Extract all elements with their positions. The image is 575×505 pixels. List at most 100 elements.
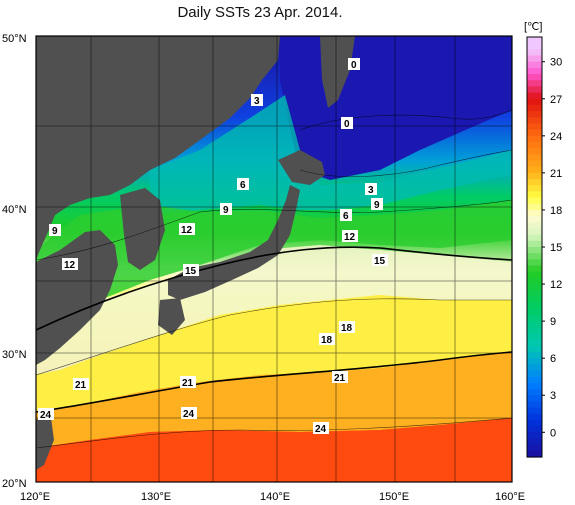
colorbar-swatch (527, 333, 542, 341)
colorbar-swatch (527, 123, 542, 131)
colorbar-swatch (527, 55, 542, 63)
svg-text:24: 24 (40, 410, 52, 421)
svg-text:18: 18 (321, 335, 333, 346)
colorbar-unit: [℃] (524, 21, 542, 33)
colorbar-swatch (527, 86, 542, 94)
isotherm-labels: 0 0 3 3 6 6 9 9 9 12 12 12 15 15 18 18 2… (38, 58, 388, 435)
colorbar-swatch (527, 135, 542, 143)
svg-text:3: 3 (368, 185, 374, 196)
colorbar-swatch (527, 444, 542, 452)
colorbar-swatch (527, 327, 542, 335)
svg-text:24: 24 (183, 409, 195, 420)
colorbar-swatch (527, 37, 542, 44)
colorbar-swatch (527, 111, 542, 118)
colorbar-swatch (527, 345, 542, 353)
land-korea-china (36, 230, 118, 365)
isotherm-label: 12 (62, 258, 78, 271)
isotherm-label: 15 (372, 254, 388, 267)
colorbar-swatch (527, 197, 542, 205)
svg-text:15: 15 (185, 266, 197, 277)
longitude-labels: 120°E 130°E 140°E 150°E 160°E (20, 491, 525, 503)
colorbar-swatch (527, 302, 542, 310)
graticule (36, 36, 512, 482)
svg-text:9: 9 (52, 226, 58, 237)
colorbar-swatch (527, 321, 542, 328)
colorbar-swatch (527, 284, 542, 291)
isotherm-label: 24 (313, 422, 329, 435)
colorbar-swatch (527, 382, 542, 390)
colorbar-swatch (527, 407, 542, 415)
svg-text:12: 12 (181, 225, 193, 236)
lon-label: 160°E (495, 491, 525, 503)
colorbar-swatches (527, 37, 542, 458)
colorbar-swatch (527, 203, 542, 211)
colorbar-swatch (527, 364, 542, 372)
colorbar-swatch (527, 67, 542, 75)
svg-text:21: 21 (75, 380, 87, 391)
colorbar-swatch (527, 413, 542, 421)
colorbar-tick-label: 15 (550, 242, 562, 254)
lat-label: 50°N (2, 33, 27, 45)
colorbar-swatch (527, 191, 542, 199)
colorbar-swatch (527, 277, 542, 285)
colorbar-swatch (527, 401, 542, 409)
colorbar-swatch (527, 290, 542, 298)
lat-label: 30°N (2, 349, 27, 361)
colorbar-swatch (527, 395, 542, 403)
svg-text:24: 24 (315, 424, 327, 435)
colorbar-swatch (527, 104, 542, 112)
land-kyushu (158, 298, 185, 335)
colorbar-swatch (527, 154, 542, 162)
isotherm-label: 15 (183, 264, 199, 277)
land-taiwan (36, 410, 54, 470)
colorbar-tick-label: 6 (550, 353, 556, 365)
lon-label: 140°E (260, 491, 290, 503)
colorbar-tick-label: 0 (550, 427, 556, 439)
isotherm-label: 9 (49, 224, 61, 237)
isotherm-label: 12 (179, 223, 195, 236)
svg-text:3: 3 (254, 96, 260, 107)
svg-text:21: 21 (334, 373, 346, 384)
colorbar-tick-label: 27 (550, 94, 562, 106)
colorbar-swatch (527, 296, 542, 304)
colorbar-swatch (527, 314, 542, 322)
land-sakhalin-kamchatka (320, 36, 355, 108)
colorbar-swatch (527, 426, 542, 433)
colorbar-tick-label: 9 (550, 316, 556, 328)
isotherm-label: 12 (342, 230, 358, 243)
sst-field (36, 36, 512, 482)
map-frame (35, 35, 513, 483)
isotherm-label: 0 (348, 58, 360, 71)
land-japan-honshu (168, 185, 300, 300)
isotherm-label: 21 (180, 376, 196, 389)
colorbar-tick-label: 30 (550, 57, 562, 69)
svg-text:6: 6 (343, 211, 349, 222)
isotherm-label: 18 (319, 333, 335, 346)
colorbar-swatch (527, 216, 542, 223)
colorbar-swatch (527, 247, 542, 254)
isotherm-label: 18 (339, 321, 355, 334)
colorbar-swatch (527, 185, 542, 193)
lon-label: 150°E (379, 491, 409, 503)
isotherm-label: 9 (220, 203, 232, 216)
isotherm-label: 6 (237, 178, 249, 191)
svg-text:9: 9 (374, 200, 380, 211)
colorbar-swatch (527, 376, 542, 384)
colorbar-swatch (527, 43, 542, 50)
colorbar-swatch (527, 358, 542, 365)
colorbar-swatch (527, 228, 542, 236)
colorbar-tick-label: 21 (550, 168, 562, 180)
colorbar-swatch (527, 352, 542, 359)
colorbar-swatch (527, 49, 542, 57)
colorbar-swatch (527, 142, 542, 149)
colorbar-swatch (527, 265, 542, 273)
colorbar-swatch (527, 222, 542, 230)
colorbar-swatch (527, 166, 542, 174)
svg-text:18: 18 (341, 323, 353, 334)
colorbar-swatch (527, 438, 542, 446)
colorbar-tick-label: 12 (550, 279, 562, 291)
colorbar-swatch (527, 74, 542, 81)
